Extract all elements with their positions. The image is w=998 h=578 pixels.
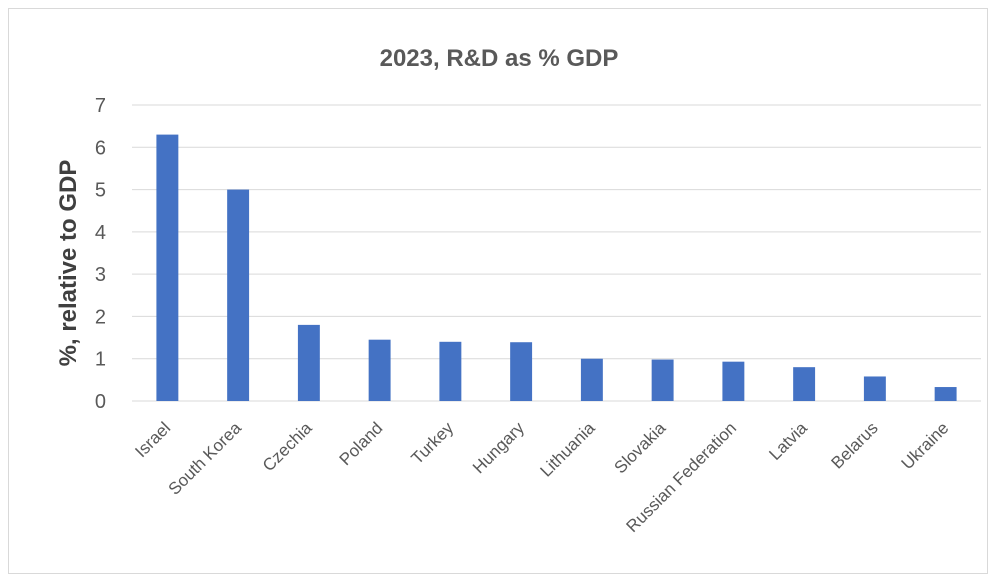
y-tick-label: 6: [95, 137, 106, 159]
x-tick-label: Belarus: [828, 418, 882, 472]
x-tick-label: Czechia: [259, 418, 316, 475]
x-tick-label: Turkey: [407, 418, 457, 468]
y-tick-label: 4: [95, 222, 106, 244]
y-tick-label: 3: [95, 264, 106, 286]
bar-south-korea: [227, 189, 250, 401]
bar-russian-federation: [722, 361, 745, 401]
y-tick-label: 0: [95, 391, 106, 413]
chart-frame: 2023, R&D as % GDP %, relative to GDP 0 1…: [8, 8, 988, 574]
bar-israel: [156, 134, 179, 401]
bars: [156, 134, 957, 401]
x-tick-label: Hungary: [469, 418, 528, 477]
bar-ukraine: [934, 387, 957, 401]
y-tick-label: 2: [95, 306, 106, 328]
x-tick-label: Israel: [131, 418, 174, 461]
bar-poland: [368, 339, 391, 401]
y-tick-label: 1: [95, 349, 106, 371]
bar-belarus: [863, 376, 886, 401]
bar-slovakia: [651, 359, 674, 401]
y-axis-label: %, relative to GDP: [55, 160, 82, 367]
chart-title: 2023, R&D as % GDP: [380, 45, 619, 72]
bar-turkey: [439, 341, 462, 401]
x-tick-label: South Korea: [165, 418, 246, 499]
y-axis-ticks: 0 1 2 3 4 5 6 7: [95, 95, 106, 413]
bar-hungary: [510, 342, 533, 401]
gridlines: [132, 104, 981, 402]
y-tick-label: 7: [95, 95, 106, 117]
bar-chart: 2023, R&D as % GDP %, relative to GDP 0 1…: [55, 45, 981, 536]
bar-lithuania: [580, 358, 603, 401]
x-tick-label: Ukraine: [898, 418, 953, 473]
x-tick-label: Latvia: [765, 418, 811, 464]
bar-latvia: [793, 367, 816, 401]
x-tick-label: Lithuania: [536, 418, 599, 481]
y-tick-label: 5: [95, 180, 106, 202]
x-tick-label: Slovakia: [611, 418, 670, 477]
bar-czechia: [297, 324, 320, 401]
x-tick-label: Poland: [336, 418, 387, 469]
